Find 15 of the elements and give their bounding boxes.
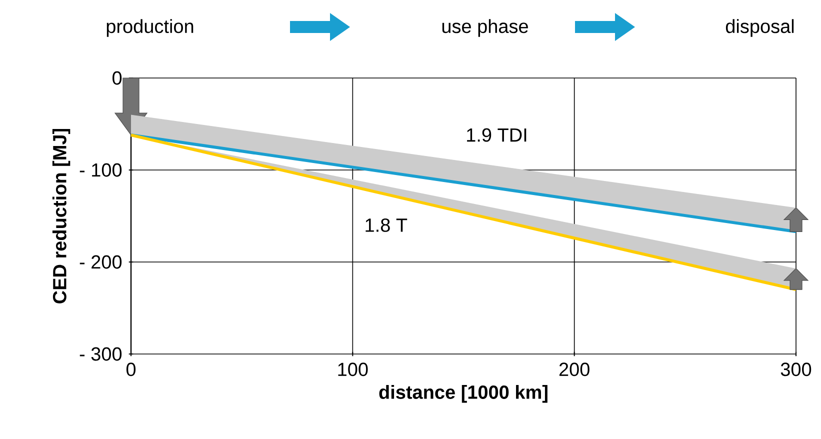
text: production (106, 19, 194, 37)
x-tick-label: 100 (338, 362, 368, 376)
x-axis-title: distance [1000 km] (379, 384, 548, 403)
x-tick-label: 0 (126, 362, 136, 376)
series-label: 1.8 T (366, 218, 408, 232)
y-tick-label: - 100 (80, 163, 122, 177)
text: disposal (726, 19, 794, 37)
y-tick-label: - 200 (80, 255, 122, 269)
y-tick-label: - 300 (80, 347, 122, 361)
y-axis-title: CED reduction [MJ] (52, 128, 70, 304)
text: use phase (442, 19, 528, 37)
y-tick-label: 0 (112, 71, 122, 85)
x-tick-label: 300 (780, 362, 812, 376)
text: 1.9 TDI (467, 128, 526, 142)
x-tick-label: 200 (559, 362, 590, 376)
